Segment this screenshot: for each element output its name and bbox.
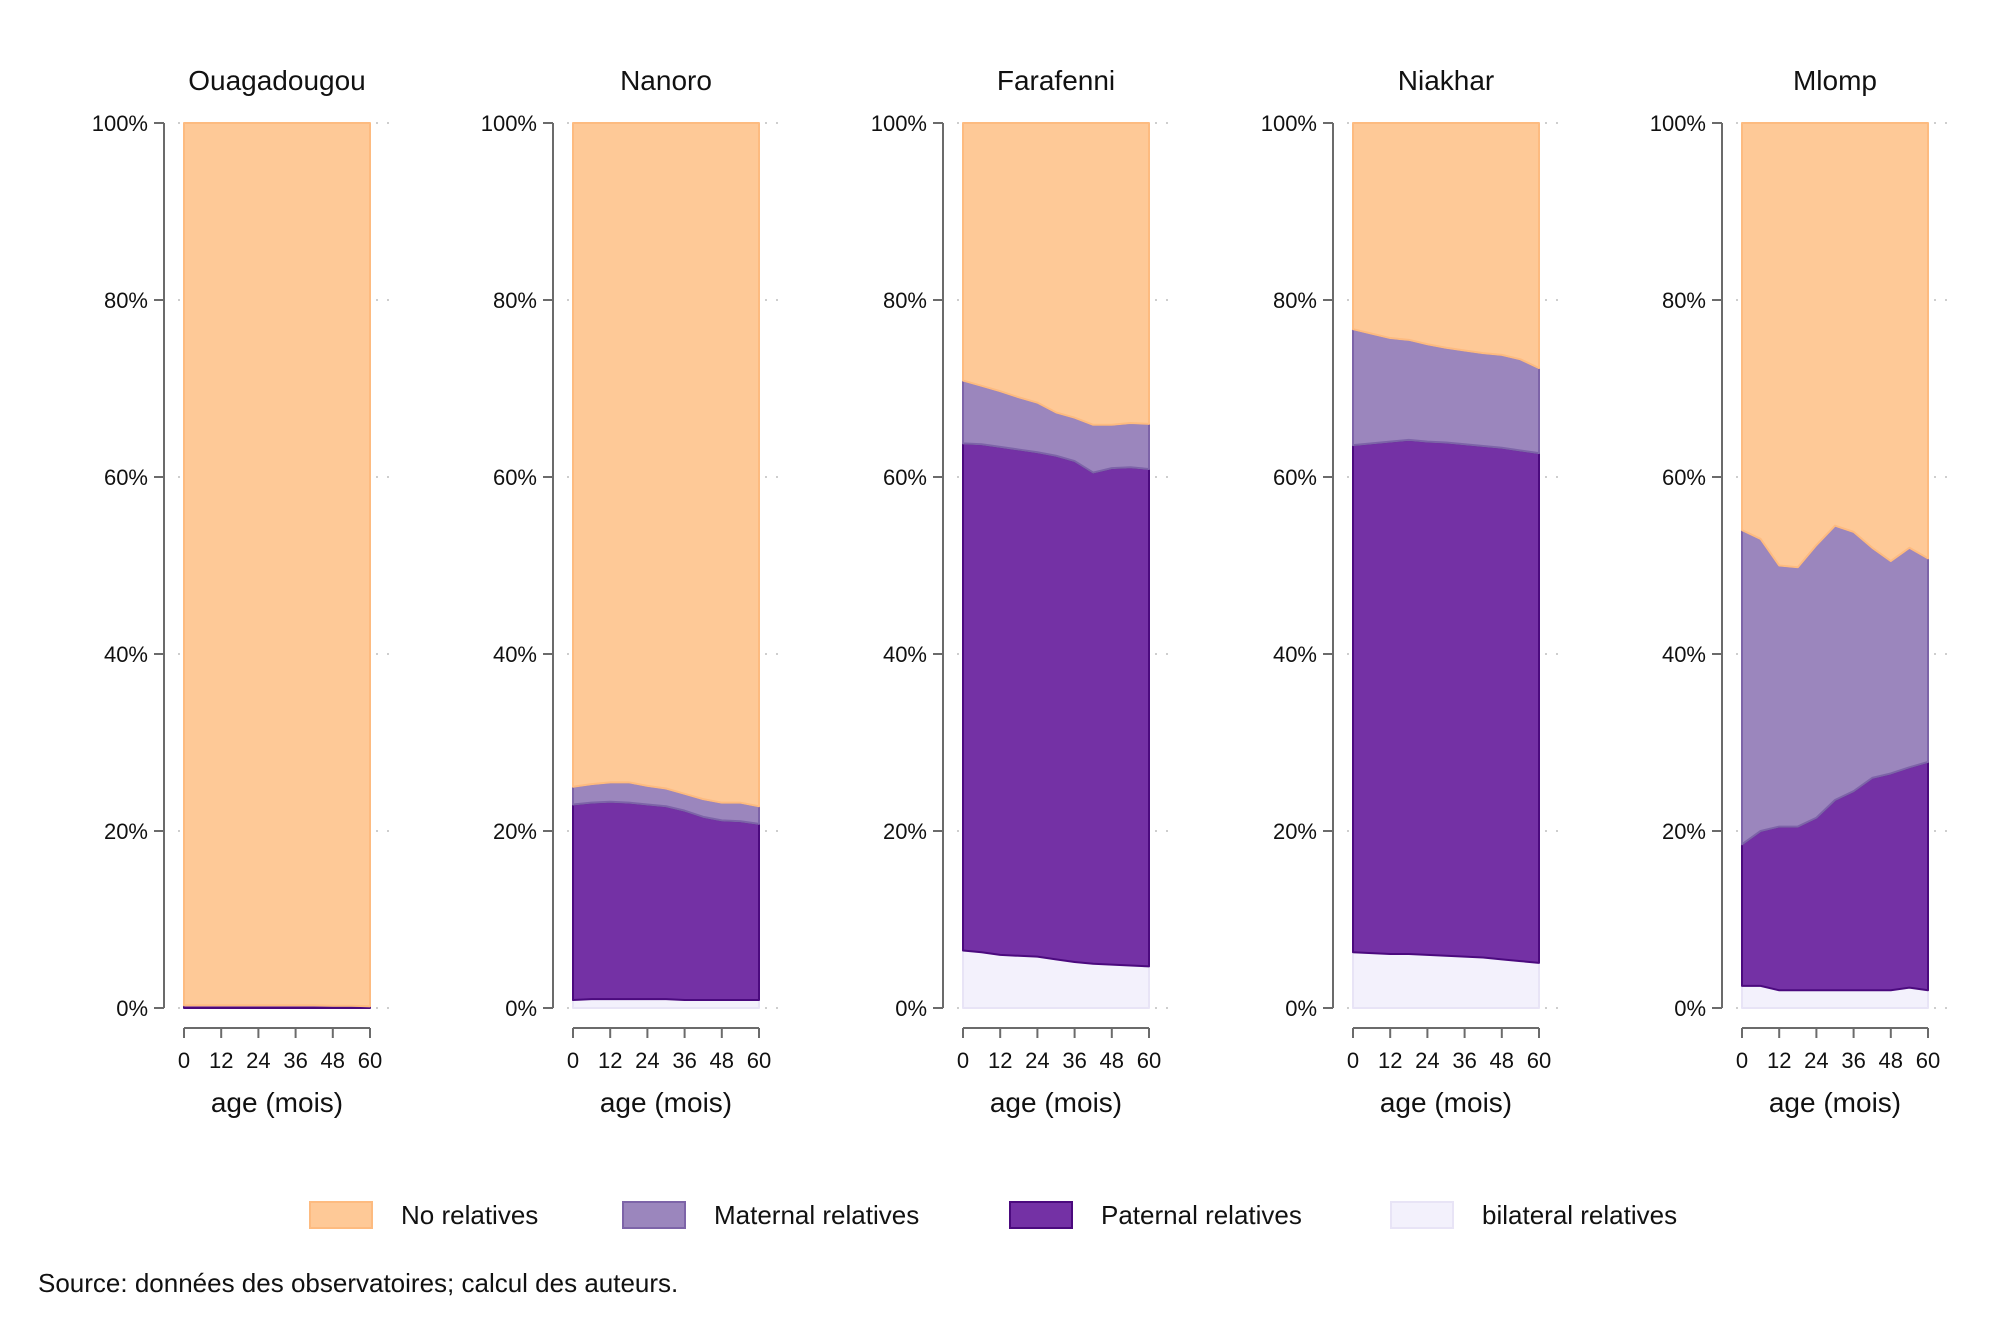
x-tick-label-niakhar-0: 0 bbox=[1347, 1048, 1359, 1073]
panel-title-farafenni: Farafenni bbox=[997, 65, 1115, 96]
y-tick-label-farafenni-5: 100% bbox=[871, 111, 927, 136]
y-tick-label-nanoro-4: 80% bbox=[493, 288, 537, 313]
panel-title-mlomp: Mlomp bbox=[1793, 65, 1877, 96]
x-tick-label-farafenni-4: 48 bbox=[1100, 1048, 1124, 1073]
x-tick-label-mlomp-3: 36 bbox=[1841, 1048, 1865, 1073]
y-tick-label-farafenni-3: 60% bbox=[883, 465, 927, 490]
x-tick-label-farafenni-2: 24 bbox=[1025, 1048, 1049, 1073]
legend-item-no-relatives: No relatives bbox=[309, 1195, 538, 1235]
source-note: Source: données des observatoires; calcu… bbox=[38, 1268, 679, 1298]
x-tick-label-niakhar-4: 48 bbox=[1490, 1048, 1514, 1073]
panel-ouagadougou: Ouagadougou 0% 20% 40% 60% 80% 100% 0 12 24 36 48 60… bbox=[92, 65, 390, 1118]
x-tick-label-mlomp-4: 48 bbox=[1879, 1048, 1903, 1073]
y-tick-label-mlomp-5: 100% bbox=[1650, 111, 1706, 136]
y-tick-label-nanoro-3: 60% bbox=[493, 465, 537, 490]
x-tick-label-nanoro-0: 0 bbox=[567, 1048, 579, 1073]
x-tick-label-ouagadougou-3: 36 bbox=[283, 1048, 307, 1073]
x-tick-label-mlomp-2: 24 bbox=[1804, 1048, 1828, 1073]
x-tick-label-ouagadougou-1: 12 bbox=[209, 1048, 233, 1073]
legend-label-paternal-relatives: Paternal relatives bbox=[1101, 1199, 1302, 1230]
y-tick-label-mlomp-1: 20% bbox=[1662, 819, 1706, 844]
area-ouagadougou-no-relatives bbox=[183, 122, 371, 1008]
area-farafenni-no-relatives bbox=[962, 122, 1150, 426]
y-tick-label-niakhar-5: 100% bbox=[1261, 111, 1317, 136]
panel-title-niakhar: Niakhar bbox=[1398, 65, 1494, 96]
panel-title-nanoro: Nanoro bbox=[620, 65, 712, 96]
area-farafenni-paternal-relatives bbox=[962, 442, 1150, 968]
y-tick-label-niakhar-4: 80% bbox=[1273, 288, 1317, 313]
x-axis-label-niakhar: age (mois) bbox=[1380, 1087, 1512, 1118]
x-tick-label-ouagadougou-5: 60 bbox=[358, 1048, 382, 1073]
legend-item-bilateral-relatives: bilateral relatives bbox=[1390, 1195, 1677, 1235]
x-tick-label-nanoro-3: 36 bbox=[672, 1048, 696, 1073]
legend-swatch-bilateral-relatives bbox=[1390, 1201, 1454, 1229]
y-tick-label-mlomp-4: 80% bbox=[1662, 288, 1706, 313]
y-tick-label-niakhar-3: 60% bbox=[1273, 465, 1317, 490]
y-tick-label-farafenni-4: 80% bbox=[883, 288, 927, 313]
y-tick-label-farafenni-2: 40% bbox=[883, 642, 927, 667]
area-mlomp-no-relatives bbox=[1741, 122, 1929, 569]
y-tick-label-ouagadougou-4: 80% bbox=[104, 288, 148, 313]
x-tick-label-ouagadougou-2: 24 bbox=[246, 1048, 270, 1073]
x-tick-label-farafenni-5: 60 bbox=[1137, 1048, 1161, 1073]
legend: No relatives Maternal relatives Paternal… bbox=[0, 1195, 2000, 1245]
y-tick-label-nanoro-5: 100% bbox=[481, 111, 537, 136]
x-axis-label-nanoro: age (mois) bbox=[600, 1087, 732, 1118]
x-tick-label-mlomp-1: 12 bbox=[1767, 1048, 1791, 1073]
y-tick-label-nanoro-2: 40% bbox=[493, 642, 537, 667]
y-tick-label-mlomp-2: 40% bbox=[1662, 642, 1706, 667]
x-tick-label-nanoro-1: 12 bbox=[598, 1048, 622, 1073]
panel-nanoro: Nanoro 0% 20% 40% 60% 80% 100% 0 12 24 36 48 60 age (… bbox=[481, 65, 779, 1118]
x-axis-label-ouagadougou: age (mois) bbox=[211, 1087, 343, 1118]
y-tick-label-ouagadougou-3: 60% bbox=[104, 465, 148, 490]
y-tick-label-nanoro-0: 0% bbox=[505, 996, 537, 1021]
panel-niakhar: Niakhar 0% 20% 40% 60% 80% 100% 0 12 24 36 48 60 age … bbox=[1261, 65, 1559, 1118]
y-tick-label-ouagadougou-5: 100% bbox=[92, 111, 148, 136]
panel-farafenni: Farafenni 0% 20% 40% 60% 80% 100% 0 12 24 36 48 60 ag… bbox=[871, 65, 1169, 1118]
legend-label-no-relatives: No relatives bbox=[401, 1199, 539, 1230]
area-nanoro-no-relatives bbox=[572, 122, 760, 808]
x-tick-label-niakhar-2: 24 bbox=[1415, 1048, 1439, 1073]
legend-item-maternal-relatives: Maternal relatives bbox=[622, 1195, 919, 1235]
x-tick-label-nanoro-4: 48 bbox=[710, 1048, 734, 1073]
x-tick-label-nanoro-2: 24 bbox=[635, 1048, 659, 1073]
legend-item-paternal-relatives: Paternal relatives bbox=[1009, 1195, 1302, 1235]
y-tick-label-ouagadougou-0: 0% bbox=[116, 996, 148, 1021]
y-tick-label-ouagadougou-1: 20% bbox=[104, 819, 148, 844]
y-tick-label-mlomp-3: 60% bbox=[1662, 465, 1706, 490]
x-tick-label-niakhar-5: 60 bbox=[1527, 1048, 1551, 1073]
y-tick-label-farafenni-1: 20% bbox=[883, 819, 927, 844]
area-niakhar-no-relatives bbox=[1352, 122, 1540, 370]
x-tick-label-nanoro-5: 60 bbox=[747, 1048, 771, 1073]
y-tick-label-nanoro-1: 20% bbox=[493, 819, 537, 844]
x-tick-label-mlomp-5: 60 bbox=[1916, 1048, 1940, 1073]
y-tick-label-niakhar-1: 20% bbox=[1273, 819, 1317, 844]
y-tick-label-niakhar-0: 0% bbox=[1285, 996, 1317, 1021]
legend-swatch-maternal-relatives bbox=[622, 1201, 686, 1229]
y-tick-label-niakhar-2: 40% bbox=[1273, 642, 1317, 667]
legend-label-maternal-relatives: Maternal relatives bbox=[714, 1199, 920, 1230]
y-tick-label-ouagadougou-2: 40% bbox=[104, 642, 148, 667]
x-tick-label-ouagadougou-4: 48 bbox=[321, 1048, 345, 1073]
x-tick-label-ouagadougou-0: 0 bbox=[178, 1048, 190, 1073]
panel-mlomp: Mlomp 0% 20% 40% 60% 80% 100% 0 12 24 36 48 60 age (m… bbox=[1650, 65, 1948, 1118]
area-niakhar-paternal-relatives bbox=[1352, 438, 1540, 964]
x-tick-label-mlomp-0: 0 bbox=[1736, 1048, 1748, 1073]
x-axis-label-mlomp: age (mois) bbox=[1769, 1087, 1901, 1118]
x-tick-label-niakhar-3: 36 bbox=[1452, 1048, 1476, 1073]
legend-swatch-no-relatives bbox=[309, 1201, 373, 1229]
legend-label-bilateral-relatives: bilateral relatives bbox=[1482, 1199, 1678, 1230]
x-tick-label-farafenni-1: 12 bbox=[988, 1048, 1012, 1073]
x-axis-label-farafenni: age (mois) bbox=[990, 1087, 1122, 1118]
y-tick-label-mlomp-0: 0% bbox=[1674, 996, 1706, 1021]
area-nanoro-paternal-relatives bbox=[572, 800, 760, 1002]
panel-title-ouagadougou: Ouagadougou bbox=[188, 65, 366, 96]
x-tick-label-farafenni-0: 0 bbox=[957, 1048, 969, 1073]
legend-swatch-paternal-relatives bbox=[1009, 1201, 1073, 1229]
y-tick-label-farafenni-0: 0% bbox=[895, 996, 927, 1021]
x-tick-label-farafenni-3: 36 bbox=[1062, 1048, 1086, 1073]
x-tick-label-niakhar-1: 12 bbox=[1378, 1048, 1402, 1073]
